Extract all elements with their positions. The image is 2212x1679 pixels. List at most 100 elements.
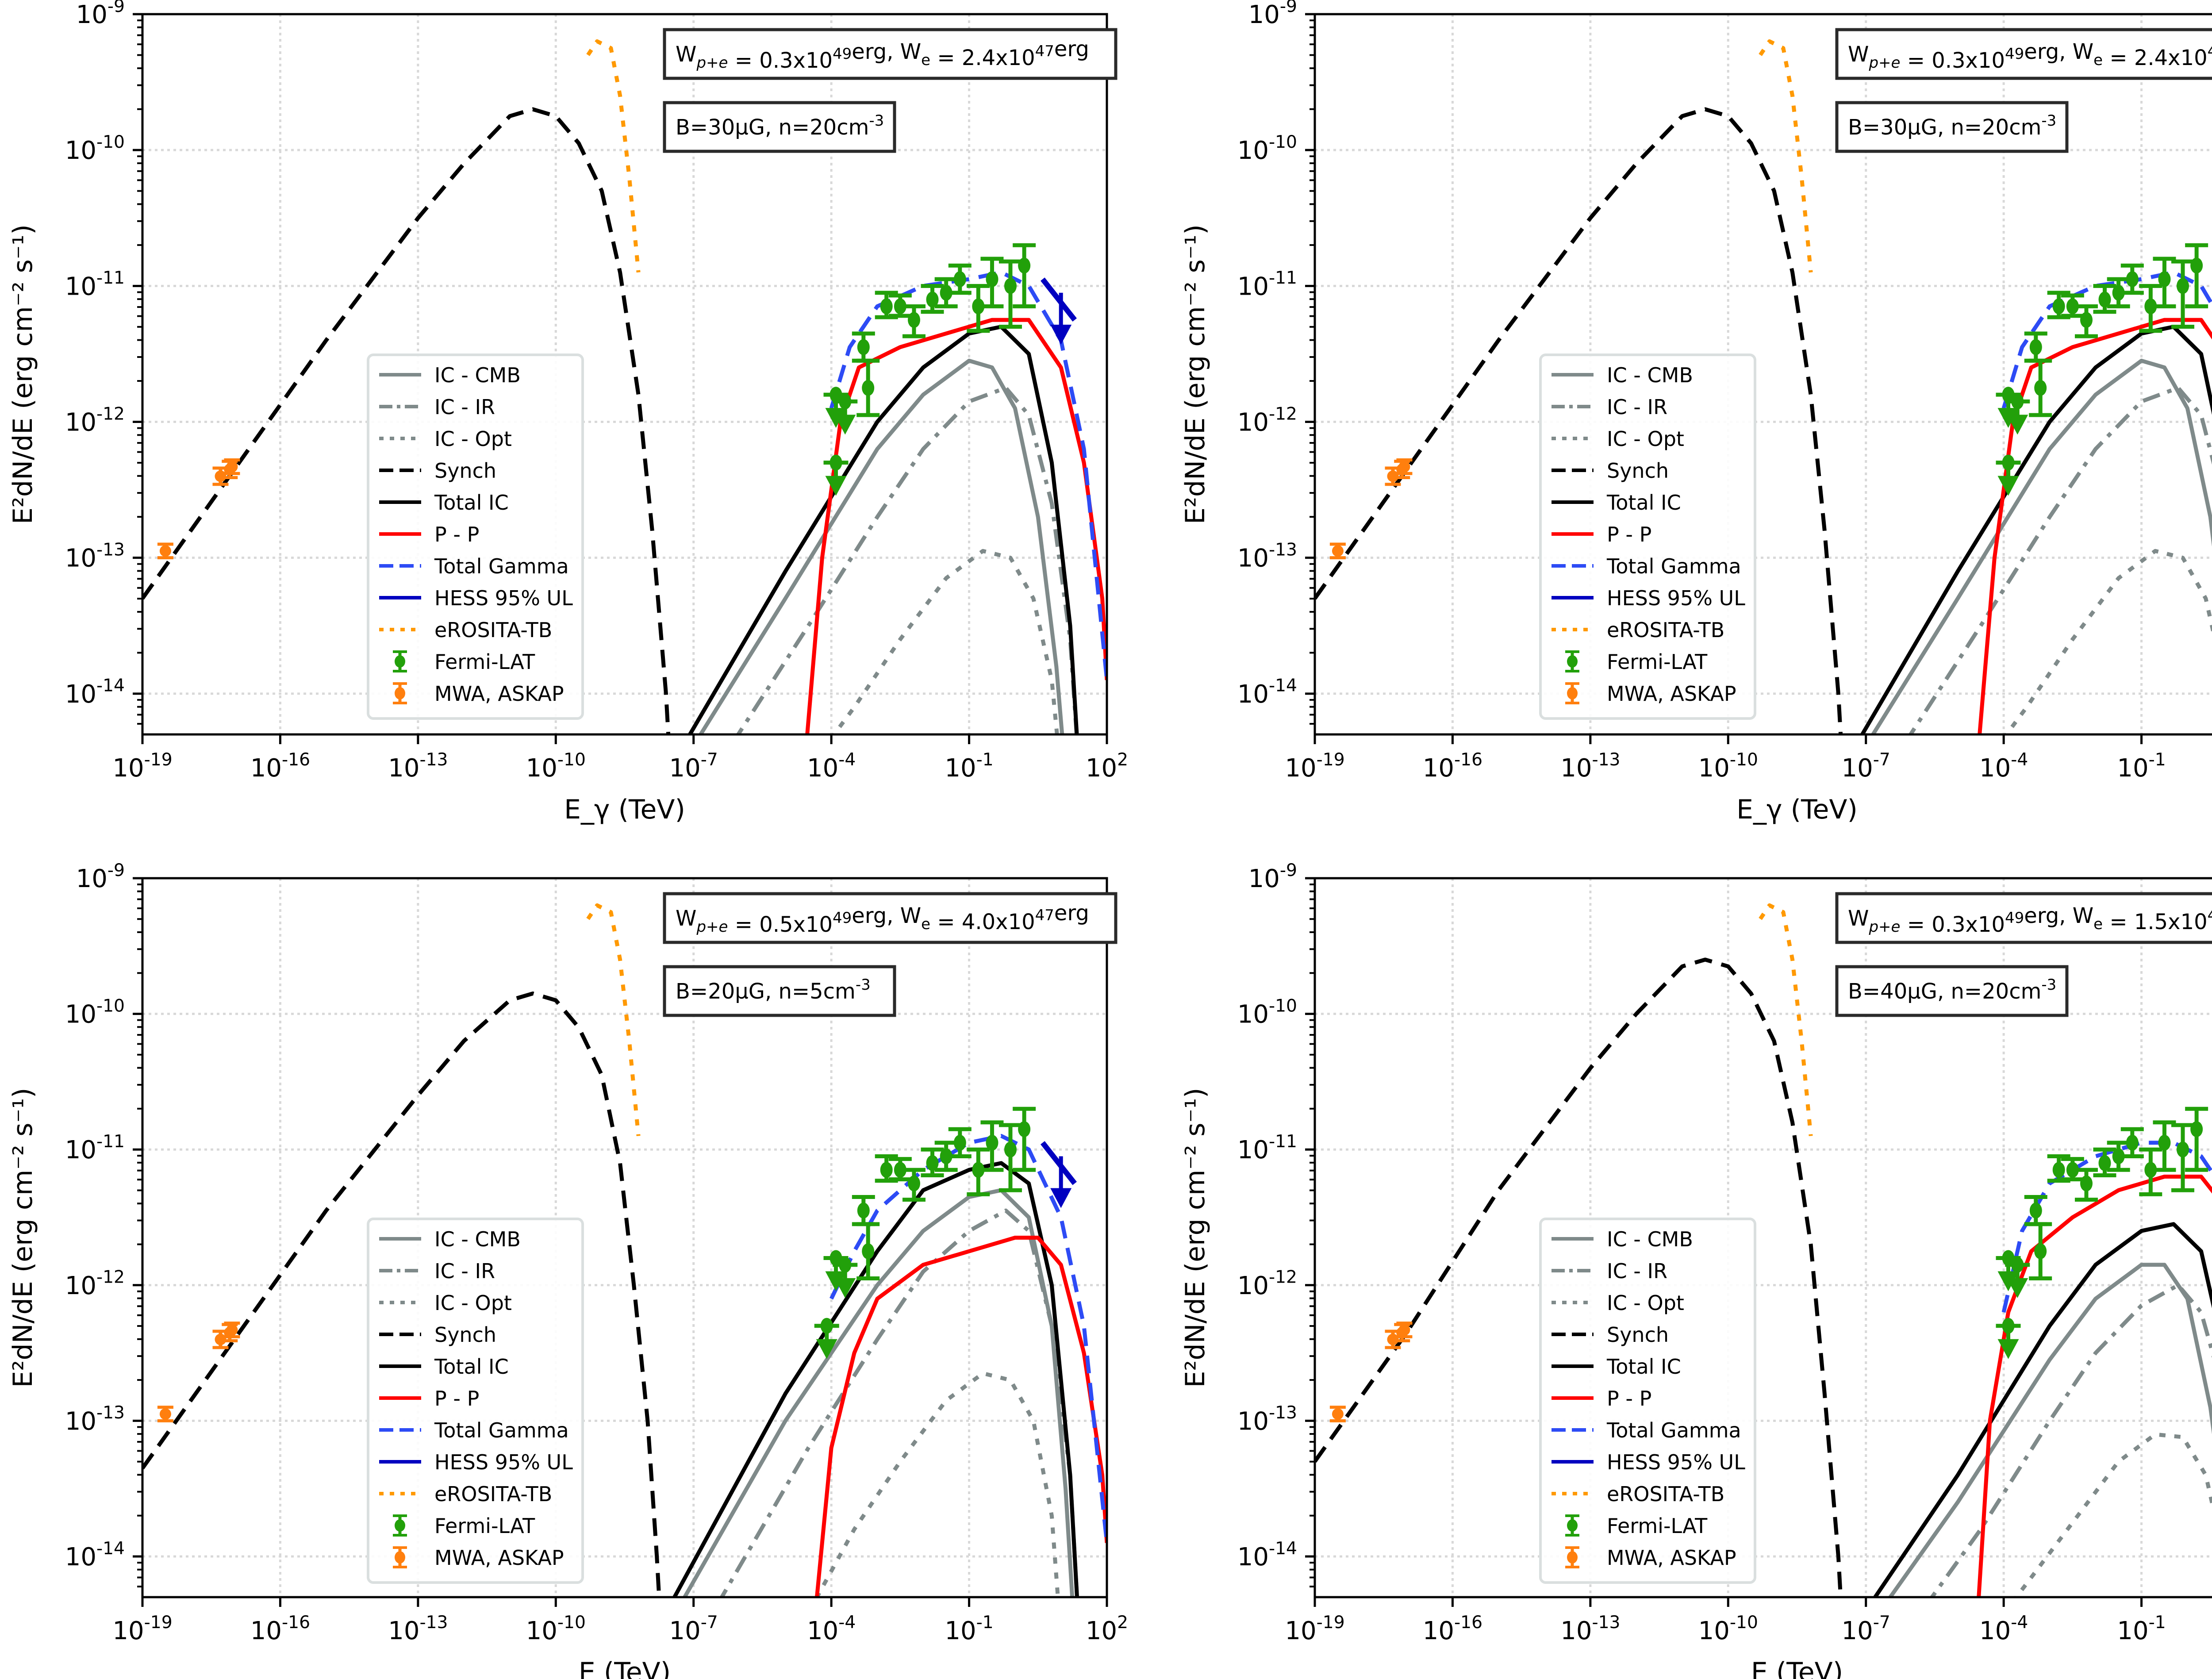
annotation-box [1835,101,2069,153]
y-tick-label: 10-9 [1248,861,1297,893]
series-synch [1315,107,1843,734]
x-tick-label: 10-4 [1979,1613,2028,1645]
legend-entry: HESS 95% UL [379,586,573,610]
fermi-lat-point [2171,259,2194,329]
hess-ul-arrow-head [1050,1188,1072,1208]
y-tick-label: 10-13 [1237,540,1297,572]
fermi-lat-point [921,1147,944,1177]
fermi-lat-point [2005,393,2030,435]
x-axis-label: E (TeV) [579,1657,671,1679]
legend-label: Total Gamma [434,554,569,578]
annotation-text: B=30μG, n=20cm-3 [1848,112,2056,140]
legend-label: Synch [434,1323,496,1347]
axes-frame [1313,13,2212,736]
series-erosita-tb [1759,903,1813,1136]
legend-label: P - P [1607,1387,1651,1410]
legend-entry: IC - Opt [1551,1291,1684,1315]
fermi-lat-point [823,1250,849,1291]
legend-label: Fermi-LAT [434,650,535,674]
legend-label: IC - CMB [1607,1227,1693,1251]
y-tick-label: 10-13 [65,1403,125,1436]
mwa-askap-point [1329,542,1346,560]
x-tick-label: 10-1 [945,750,993,783]
x-tick-label: 10-1 [2117,750,2166,783]
series-ic-opt [2013,1432,2212,1597]
mwa-askap-point [1396,1322,1413,1338]
fermi-lat-point [833,393,858,435]
hess-ul-arrow-head [1050,324,1072,345]
mwa-askap-point [157,1406,173,1422]
legend-entry: IC - Opt [379,427,512,451]
legend-label: IC - IR [434,395,495,419]
fermi-lat-point [967,284,990,333]
fermi-lat-point [823,454,849,496]
y-tick-label: 10-12 [1237,404,1297,437]
x-tick-label: 10-1 [945,1613,993,1645]
x-axis-label: E_γ (TeV) [1736,794,1858,825]
legend-entry: Total Gamma [1551,554,1741,578]
y-tick-label: 10-11 [65,268,125,301]
fermi-lat-point [948,263,972,295]
x-tick-label: 10-4 [807,1613,856,1645]
legend-label: MWA, ASKAP [1607,682,1736,706]
series-total-ic [687,325,1079,734]
fermi-lat-point [1013,1107,1036,1172]
series-ic-cmb [1888,1263,2212,1597]
panel-bottom-right: 10-1910-1610-1310-1010-710-410-110210-91… [1180,861,2212,1679]
axes-frame [1313,877,2212,1598]
fermi-lat-point [2093,1147,2116,1177]
x-tick-label: 10-16 [1423,1613,1482,1645]
legend-label: IC - CMB [434,1227,521,1251]
x-tick-label: 10-16 [250,750,310,783]
legend: IC - CMB IC - IR IC - Opt Synch Total IC P - … [367,353,584,720]
fermi-lat-point [2061,1157,2084,1182]
legend-label: eROSITA-TB [434,1482,552,1506]
x-axis-label: E_γ (TeV) [564,794,685,825]
legend-entry: eROSITA-TB [1551,1482,1724,1506]
fermi-lat-point [1996,454,2021,496]
plot-area [1315,39,2212,734]
annotation-box [1835,965,2069,1017]
mwa-askap-point [157,542,173,560]
annotation-text: Wp+e = 0.3x1049erg, We = 1.5x1047erg [1848,901,2212,937]
y-axis-label: E²dN/dE (erg cm⁻² s⁻¹) [1180,1088,1211,1388]
legend-entry: Fermi-LAT [393,1514,535,1538]
legend-label: IC - Opt [1607,427,1684,451]
legend-box [1539,353,1756,720]
y-axis-label: E²dN/dE (erg cm⁻² s⁻¹) [1180,224,1211,524]
y-tick-label: 10-12 [65,1268,125,1300]
legend-entry: P - P [379,1387,479,1410]
x-tick-label: 102 [1086,750,1128,783]
series-total-gamma [829,270,1107,680]
panel-bottom-left: 10-19 10-16 10-13 10-10 10-7 10-4 10-1 102 10-9 1… [8,861,1128,1679]
legend-label: Total IC [434,1355,509,1379]
fermi-lat-point [921,284,944,314]
legend-label: P - P [1607,523,1651,546]
legend-label: eROSITA-TB [1607,618,1724,642]
panel-top-left: 10-19 10-16 10-13 10-10 10-7 10-4 10-1 102 10-9 1… [8,0,1128,825]
fermi-lat-point [833,1256,858,1298]
x-tick-label: 10-16 [1423,750,1482,783]
legend-label: Total Gamma [1606,554,1741,578]
x-tick-label: 10-10 [526,750,586,783]
fermi-lat-point [2153,257,2176,308]
legend-box [367,353,584,720]
series-erosita-tb [586,903,641,1136]
legend-entry: Synch [1551,459,1669,483]
legend-entry: IC - IR [1551,1259,1667,1283]
axes-frame [141,13,1108,736]
x-tick-label: 10-10 [526,1613,586,1645]
legend-label: IC - Opt [1607,1291,1684,1315]
legend-label: P - P [434,523,479,546]
series-ic-cmb [1870,358,2212,734]
fermi-lat-point [2139,1147,2162,1196]
legend-entry: HESS 95% UL [1551,1450,1745,1474]
series-ic-opt [2004,549,2212,734]
x-axis-label: E (TeV) [1751,1657,1843,1679]
series-total-gamma [830,1134,1107,1543]
x-tick-label: 10-13 [388,750,448,783]
legend-label: Total IC [1606,491,1681,515]
fermi-lat-point [2024,331,2047,363]
x-tick-label: 102 [1086,1613,1128,1645]
fermi-lat-point [2120,263,2144,295]
